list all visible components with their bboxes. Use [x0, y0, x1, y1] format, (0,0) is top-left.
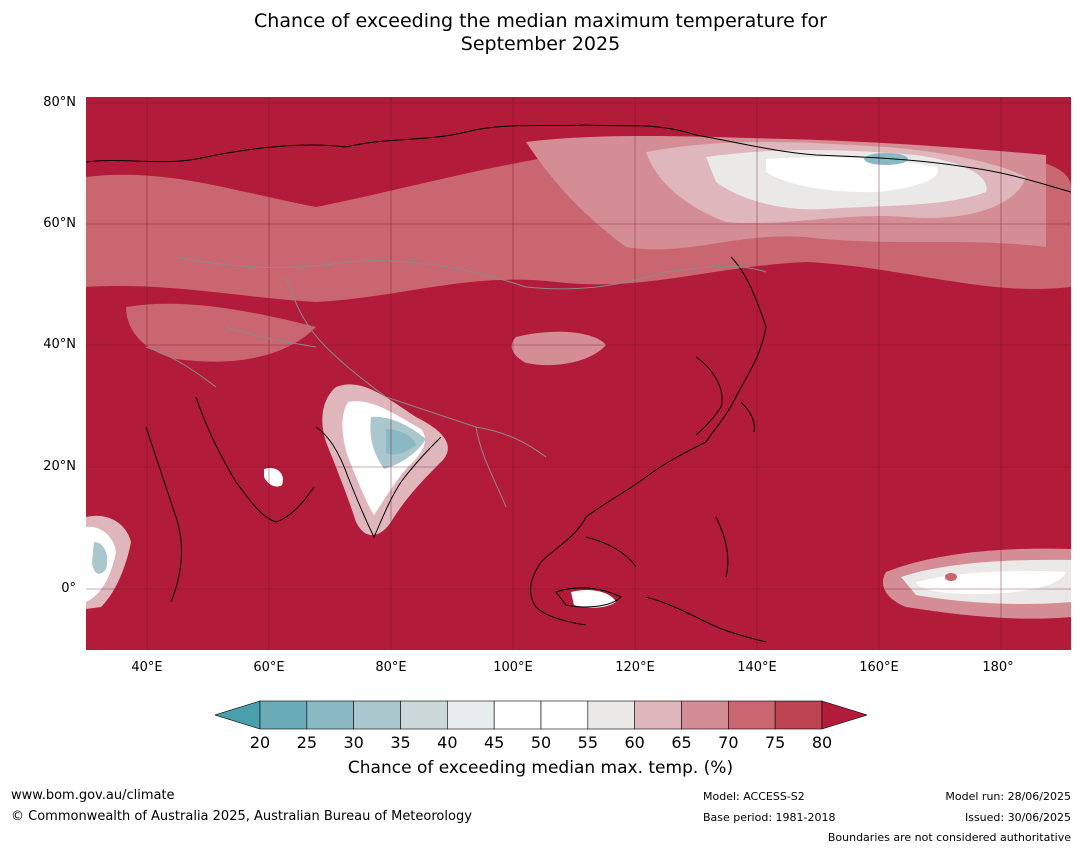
footer-issued: Issued: 30/06/2025 — [964, 811, 1071, 824]
band-central-asia — [126, 303, 316, 362]
colorbar-tick-label: 55 — [577, 733, 598, 752]
band-china — [511, 331, 606, 366]
colorbar-tick-label: 25 — [296, 733, 317, 752]
footer-copyright: © Commonwealth of Australia 2025, Austra… — [11, 809, 472, 824]
colorbar-extend-high — [821, 700, 867, 730]
map-title: Chance of exceeding the median maximum t… — [0, 10, 1081, 56]
band-india-blue-core — [386, 429, 416, 455]
lon-label-80e: 80°E — [375, 660, 407, 675]
graticule — [86, 97, 1071, 650]
lon-label-140e: 140°E — [737, 660, 777, 675]
colorbar-cell — [681, 700, 729, 730]
colorbar-cell — [634, 700, 682, 730]
coastlines — [86, 124, 1071, 643]
colorbar-cell — [587, 700, 635, 730]
lat-label-0: 0° — [61, 581, 76, 596]
colorbar-cell — [540, 700, 589, 730]
lon-label-180: 180° — [982, 660, 1014, 675]
colorbar-cell — [259, 700, 308, 730]
colorbar-cell — [774, 700, 823, 730]
footer-base-period: Base period: 1981-2018 — [703, 811, 836, 824]
colorbar-tick-label: 20 — [249, 733, 271, 752]
colorbar-cell — [400, 700, 448, 730]
colorbar-tick-label: 80 — [811, 733, 833, 752]
lon-label-40e: 40°E — [131, 660, 163, 675]
colorbar — [215, 700, 867, 730]
footer-url: www.bom.gov.au/climate — [11, 788, 175, 803]
footer-model: Model: ACCESS-S2 — [703, 790, 805, 803]
colorbar-cell — [728, 700, 776, 730]
colorbar-tick-label: 60 — [624, 733, 645, 752]
band-chukotka-blue — [864, 153, 908, 165]
colorbar-cell — [353, 700, 401, 730]
footer-disclaimer: Boundaries are not considered authoritat… — [827, 831, 1071, 844]
lon-label-160e: 160°E — [859, 660, 899, 675]
lat-label-40n: 40°N — [43, 337, 76, 352]
country-borders — [145, 256, 767, 508]
colorbar-cell — [447, 700, 495, 730]
colorbar-cell — [306, 700, 354, 730]
colorbar-tick-label: 70 — [718, 733, 739, 752]
colorbar-tick-label: 65 — [671, 733, 692, 752]
title-line-2: September 2025 — [460, 33, 621, 55]
band-pacific-spot — [945, 573, 957, 581]
title-line-1: Chance of exceeding the median maximum t… — [254, 10, 827, 32]
colorbar-tick-label: 40 — [437, 733, 458, 752]
band-east-siberia-core — [766, 157, 938, 193]
band-east-africa-blue — [92, 542, 108, 574]
colorbar-tick-label: 75 — [764, 733, 786, 752]
colorbar-tick-label: 50 — [530, 733, 552, 752]
colorbar-tick-label: 30 — [343, 733, 364, 752]
lat-label-80n: 80°N — [43, 95, 76, 110]
lat-label-60n: 60°N — [43, 216, 76, 231]
band-borneo — [571, 590, 616, 608]
lon-label-60e: 60°E — [253, 660, 285, 675]
footer-model-run: Model run: 28/06/2025 — [945, 790, 1071, 803]
colorbar-label: Chance of exceeding median max. temp. (%… — [347, 758, 734, 778]
colorbar-cell — [493, 700, 542, 730]
probability-map — [86, 97, 1071, 650]
lon-label-120e: 120°E — [615, 660, 655, 675]
colorbar-tick-label: 45 — [483, 733, 505, 752]
colorbar-tick-label: 35 — [390, 733, 411, 752]
colorbar-extend-low — [215, 700, 261, 730]
lat-label-20n: 20°N — [43, 459, 76, 474]
lon-label-100e: 100°E — [493, 660, 533, 675]
